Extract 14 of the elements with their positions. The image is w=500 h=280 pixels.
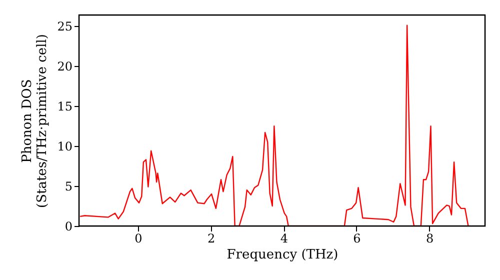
- y-tick-label: 25: [57, 20, 72, 34]
- y-tick-label: 15: [57, 100, 72, 114]
- x-tick-label: 0: [134, 232, 142, 246]
- x-tick-label: 2: [207, 232, 216, 246]
- x-axis-title: Frequency (THz): [226, 248, 338, 262]
- x-tick-label: 6: [353, 232, 361, 246]
- y-tick-label: 10: [57, 140, 72, 154]
- y-tick-label: 5: [64, 180, 72, 194]
- y-tick-label: 20: [57, 60, 72, 74]
- x-tick-label: 4: [280, 232, 288, 246]
- y-tick-label: 0: [64, 220, 72, 234]
- x-tick-label: 8: [426, 232, 434, 246]
- line-series: [79, 24, 469, 226]
- y-axis-title: Phonon DOS (States/THz·primitive cell): [20, 34, 50, 208]
